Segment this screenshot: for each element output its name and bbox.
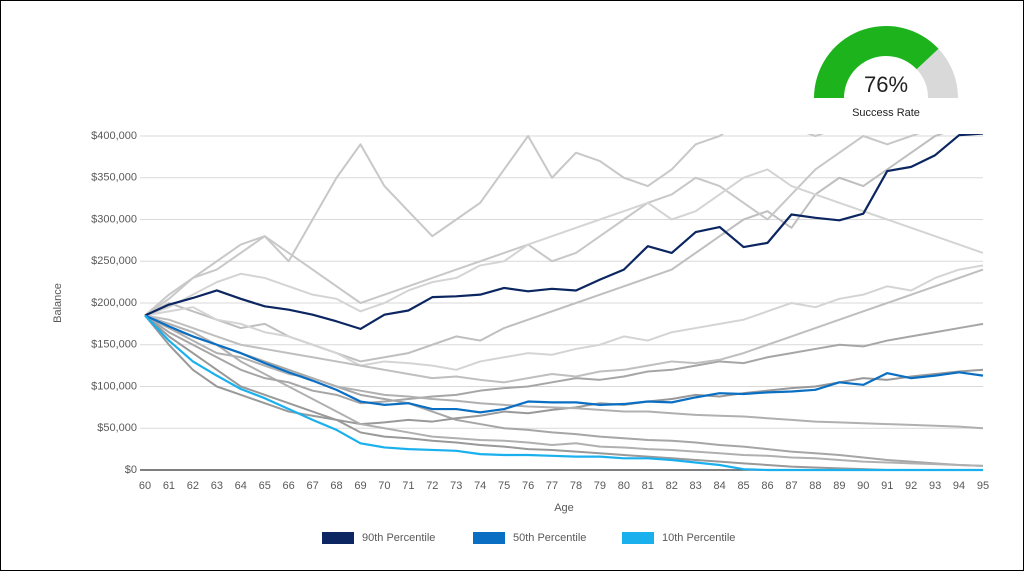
- simulation-line: [144, 134, 944, 363]
- x-tick-label: 95: [977, 480, 989, 492]
- percentile-line: [144, 314, 983, 472]
- gauge-track: [916, 48, 958, 98]
- x-tick-label: 84: [714, 480, 726, 492]
- x-tick-label: 61: [163, 480, 175, 492]
- x-tick-label: 63: [211, 480, 223, 492]
- x-tick-label: 72: [426, 480, 438, 492]
- legend-label: 50th Percentile: [513, 532, 586, 544]
- simulation-line: [144, 134, 920, 317]
- x-tick-label: 86: [761, 480, 773, 492]
- x-tick-label: 91: [881, 480, 893, 492]
- y-tick-label: $200,000: [91, 297, 137, 309]
- x-tick-label: 82: [666, 480, 678, 492]
- x-tick-label: 92: [905, 480, 917, 492]
- x-tick-label: 69: [354, 480, 366, 492]
- gauge-value-label: 76%: [864, 72, 908, 97]
- x-tick-label: 70: [378, 480, 390, 492]
- x-tick-label: 60: [139, 480, 151, 492]
- x-tick-label: 73: [450, 480, 462, 492]
- simulation-line: [144, 264, 984, 371]
- x-tick-label: 90: [857, 480, 869, 492]
- x-tick-label: 71: [402, 480, 414, 492]
- legend-label: 10th Percentile: [662, 532, 735, 544]
- y-tick-label: $150,000: [91, 339, 137, 351]
- x-tick-label: 77: [546, 480, 558, 492]
- axes: $0 $50,000 $100,000 $150,000 $200,000 $250,00…: [52, 26, 989, 544]
- x-tick-label: 67: [306, 480, 318, 492]
- x-axis-label: Age: [554, 502, 574, 514]
- plot-area: [144, 134, 984, 472]
- percentile-line: [144, 134, 984, 330]
- gauge-value: [814, 26, 939, 99]
- simulation-line: [144, 314, 983, 471]
- y-tick-label: $350,000: [91, 172, 137, 184]
- y-tick-label: $250,000: [91, 255, 137, 267]
- x-tick-label: 94: [953, 480, 965, 492]
- legend-swatch: [473, 532, 505, 544]
- legend-swatch: [622, 532, 654, 544]
- x-tick-label: 79: [594, 480, 606, 492]
- simulation-line: [144, 314, 984, 467]
- x-tick-label: 85: [737, 480, 749, 492]
- x-tick-label: 80: [618, 480, 630, 492]
- legend-label: 90th Percentile: [362, 532, 435, 544]
- gauge-label: Success Rate: [852, 107, 920, 119]
- x-tick-label: 64: [235, 480, 247, 492]
- simulation-line: [144, 314, 984, 405]
- x-tick-label: 89: [833, 480, 845, 492]
- x-tick-label: 81: [642, 480, 654, 492]
- simulation-line: [144, 168, 984, 317]
- x-tick-label: 83: [690, 480, 702, 492]
- y-tick-label: $300,000: [91, 213, 137, 225]
- y-tick-label: $100,000: [91, 380, 137, 392]
- simulation-line: [144, 134, 825, 317]
- x-tick-label: 68: [330, 480, 342, 492]
- simulation-line: [144, 268, 984, 384]
- x-tick-label: 65: [259, 480, 271, 492]
- simulation-line: [144, 314, 984, 430]
- x-tick-label: 87: [785, 480, 797, 492]
- y-tick-label: $400,000: [91, 130, 137, 142]
- y-tick-label: $0: [125, 464, 137, 476]
- percentile-line: [144, 314, 984, 414]
- x-tick-label: 78: [570, 480, 582, 492]
- x-tick-label: 76: [522, 480, 534, 492]
- x-tick-label: 74: [474, 480, 486, 492]
- x-tick-label: 75: [498, 480, 510, 492]
- x-tick-label: 93: [929, 480, 941, 492]
- y-tick-label: $50,000: [97, 422, 137, 434]
- y-axis-label: Balance: [52, 283, 64, 323]
- x-tick-label: 66: [283, 480, 295, 492]
- legend-swatch: [322, 532, 354, 544]
- x-tick-label: 88: [809, 480, 821, 492]
- simulation-line: [144, 314, 984, 467]
- x-tick-label: 62: [187, 480, 199, 492]
